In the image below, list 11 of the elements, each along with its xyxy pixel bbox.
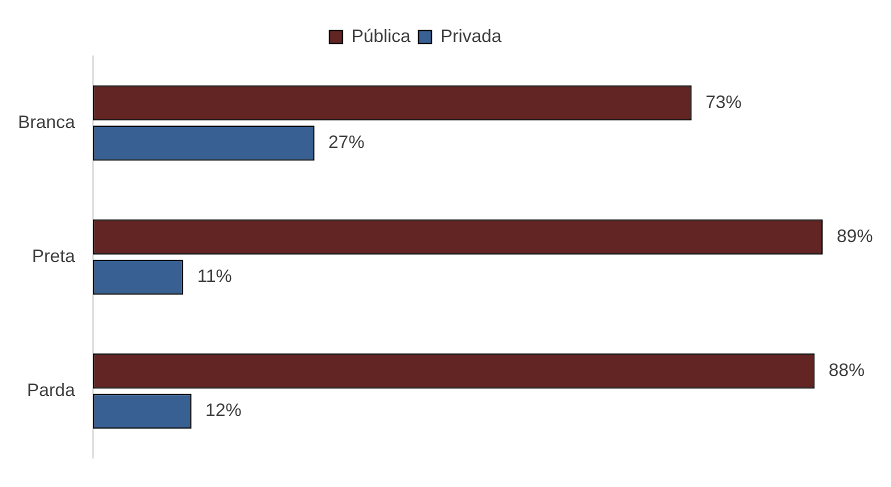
legend-label: Privada [440,26,503,46]
data-label: 11% [197,266,232,286]
y-tick-label: Parda [26,380,76,400]
y-tick-label: Branca [18,112,76,132]
y-tick-label: Preta [32,246,76,266]
data-label: 73% [706,92,742,112]
data-label: 89% [836,226,873,246]
data-label: 12% [205,400,242,420]
data-label: 27% [328,132,364,152]
legend-label: Pública [351,26,412,46]
data-label: 88% [828,360,865,380]
